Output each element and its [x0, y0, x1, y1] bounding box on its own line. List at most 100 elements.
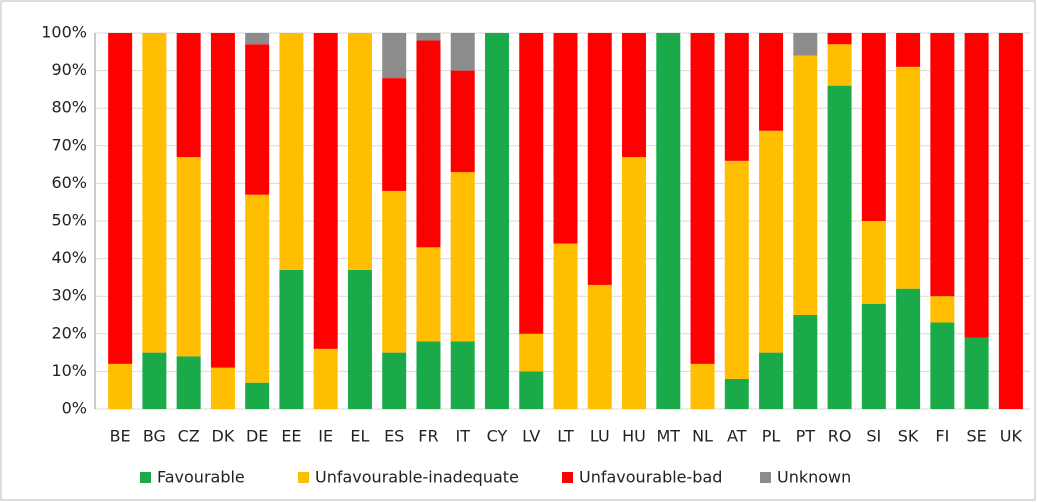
y-tick-label: 70% — [51, 135, 87, 154]
bar-segment — [861, 33, 886, 221]
x-tick-label: PL — [762, 427, 781, 446]
bar-segment — [108, 363, 133, 409]
bar-segment — [896, 288, 921, 409]
y-tick-label: 80% — [51, 98, 87, 117]
bar-segment — [382, 190, 407, 353]
y-tick-label: 20% — [51, 323, 87, 342]
bar-segment — [245, 382, 270, 409]
bar-segment — [724, 378, 749, 409]
x-tick-label: EL — [350, 427, 369, 446]
x-tick-label: SI — [866, 427, 881, 446]
x-tick-label: RO — [828, 427, 852, 446]
x-tick-label: CY — [487, 427, 508, 446]
bar-segment — [142, 33, 167, 353]
x-tick-label: AT — [727, 427, 747, 446]
bar-segment — [827, 44, 852, 86]
x-tick-label: LU — [590, 427, 610, 446]
legend-label: Unfavourable-inadequate — [315, 468, 519, 487]
x-tick-label: HU — [622, 427, 646, 446]
legend-label: Unknown — [777, 468, 851, 487]
bar-segment — [793, 33, 818, 56]
bar-segment — [313, 33, 338, 349]
legend-swatch — [562, 472, 573, 483]
bar-segment — [964, 337, 989, 409]
x-tick-label: LT — [557, 427, 574, 446]
bar-segment — [484, 33, 509, 409]
bar-segment — [210, 33, 235, 368]
x-tick-label: CZ — [178, 427, 200, 446]
bar-segment — [176, 356, 201, 409]
x-tick-label: SK — [898, 427, 919, 446]
legend-label: Favourable — [157, 468, 245, 487]
bar-segment — [793, 55, 818, 316]
bar-segment — [759, 352, 784, 409]
bar-segment — [690, 363, 715, 409]
bar-segment — [690, 33, 715, 364]
y-tick-label: 10% — [51, 361, 87, 380]
y-tick-label: 50% — [51, 211, 87, 230]
y-tick-label: 90% — [51, 60, 87, 79]
x-tick-label: FR — [418, 427, 438, 446]
x-tick-label: MT — [656, 427, 680, 446]
bar-segment — [896, 33, 921, 67]
bar-segment — [279, 269, 304, 409]
x-tick-label: PT — [796, 427, 816, 446]
legend-swatch — [140, 472, 151, 483]
x-tick-label: IE — [318, 427, 333, 446]
bar-segment — [416, 247, 441, 342]
bar-segment — [210, 367, 235, 409]
y-tick-label: 60% — [51, 173, 87, 192]
bar-segment — [861, 221, 886, 304]
bar-segment — [519, 371, 544, 409]
x-tick-label: DK — [212, 427, 235, 446]
bar-segment — [930, 322, 955, 409]
bar-segment — [759, 130, 784, 353]
bar-segment — [245, 44, 270, 195]
bar-segment — [450, 33, 475, 71]
bar-segment — [245, 33, 270, 45]
x-tick-label: LV — [522, 427, 540, 446]
x-tick-label: EE — [281, 427, 301, 446]
bar-segment — [827, 33, 852, 45]
bar-segment — [622, 33, 647, 158]
bar-segment — [587, 33, 612, 285]
x-tick-label: DE — [246, 427, 268, 446]
x-tick-label: FI — [935, 427, 949, 446]
bar-segment — [382, 33, 407, 79]
bar-segment — [827, 85, 852, 409]
bar-segment — [964, 33, 989, 338]
legend-label: Unfavourable-bad — [579, 468, 722, 487]
x-tick-label: ES — [384, 427, 404, 446]
x-tick-label: NL — [692, 427, 713, 446]
bar-segment — [416, 341, 441, 409]
bar-segment — [622, 157, 647, 409]
bar-segment — [416, 40, 441, 248]
bar-segment — [176, 33, 201, 158]
bar-segment — [930, 33, 955, 297]
bar-segment — [450, 172, 475, 342]
bar-segment — [347, 33, 372, 270]
bar-segment — [108, 33, 133, 364]
bar-segment — [998, 33, 1023, 409]
bar-segment — [142, 352, 167, 409]
bar-segment — [861, 303, 886, 409]
bar-segment — [587, 284, 612, 409]
bar-segment — [450, 70, 475, 173]
bar-segment — [450, 341, 475, 409]
bar-segment — [553, 243, 578, 409]
x-tick-label: BG — [143, 427, 166, 446]
bar-segment — [553, 33, 578, 244]
bar-segment — [347, 269, 372, 409]
bar-segment — [245, 194, 270, 383]
x-tick-label: UK — [1000, 427, 1023, 446]
bar-segment — [176, 157, 201, 357]
bar-segment — [279, 33, 304, 270]
x-tick-label: SE — [966, 427, 986, 446]
bar-segment — [759, 33, 784, 131]
legend-swatch — [298, 472, 309, 483]
legend-swatch — [760, 472, 771, 483]
bar-segment — [313, 348, 338, 409]
bar-segment — [382, 352, 407, 409]
bar-segment — [793, 315, 818, 409]
